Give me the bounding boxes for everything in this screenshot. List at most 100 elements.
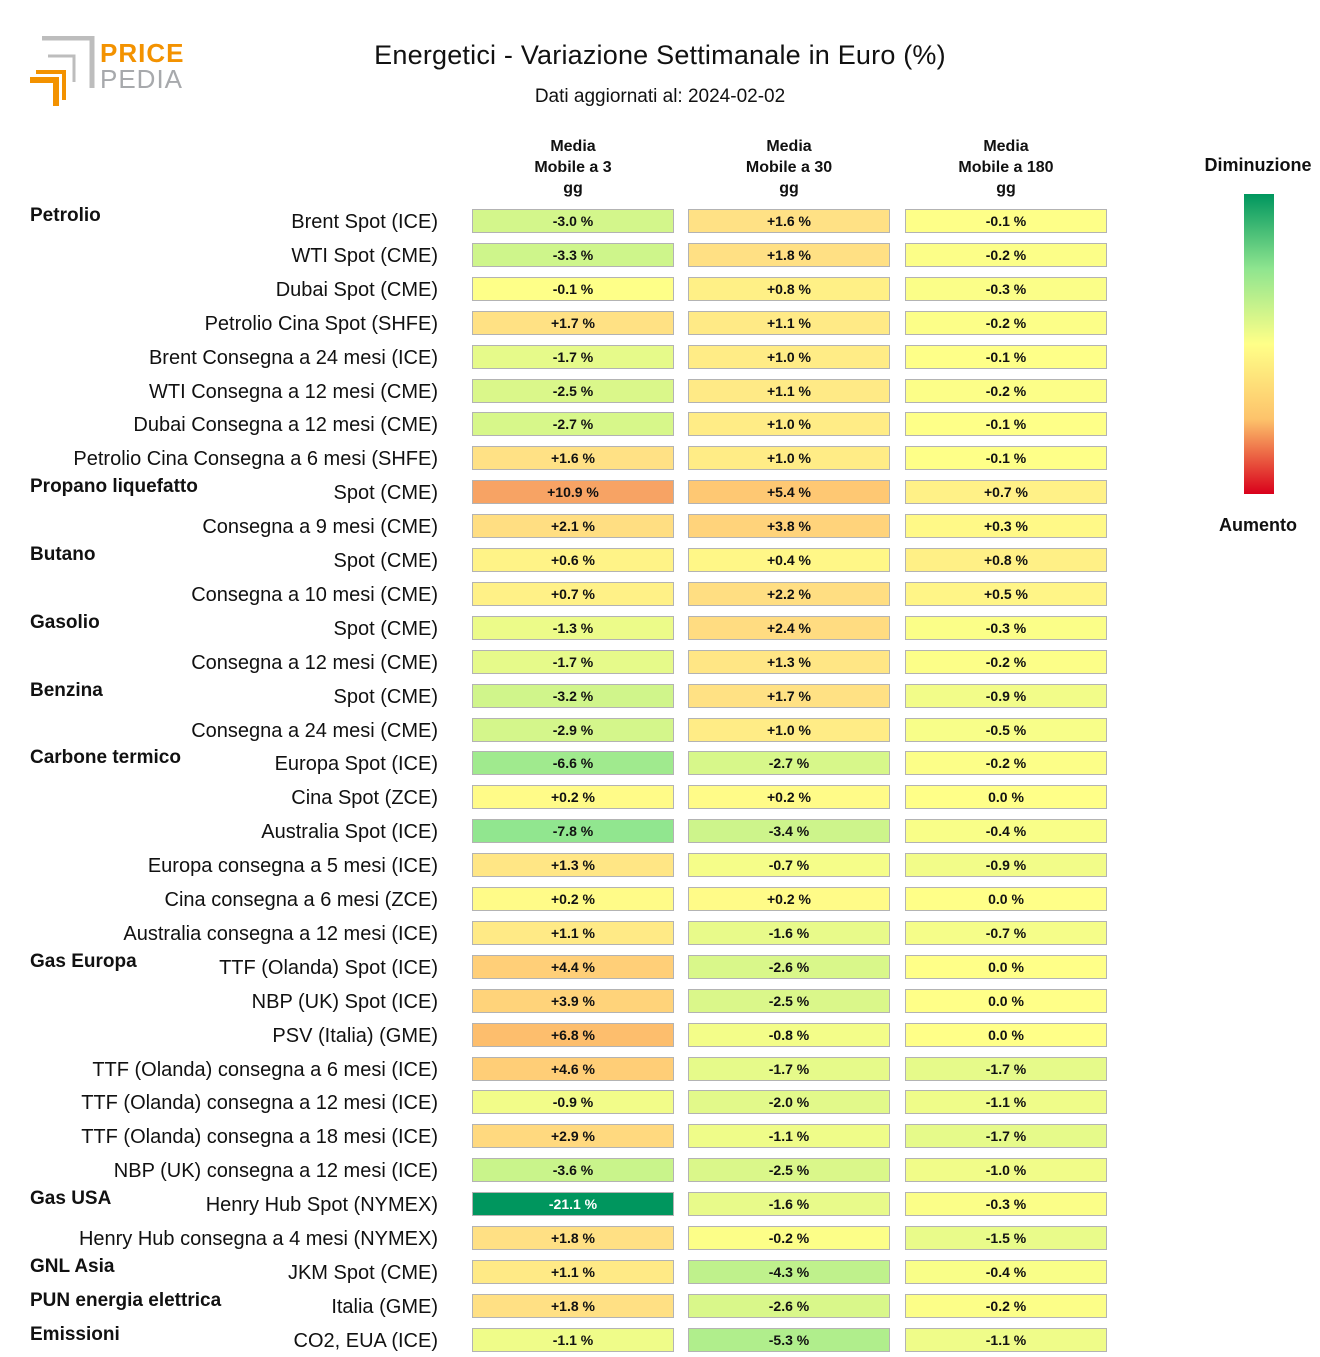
value-cell: -0.1 % <box>905 209 1107 233</box>
category-label: PUN energia elettrica <box>30 1289 222 1311</box>
value-cell: -0.3 % <box>905 276 1107 301</box>
column-header-line: Media <box>550 138 596 155</box>
value-cell: -4.3 % <box>688 1259 890 1284</box>
column-header-line: gg <box>779 180 799 197</box>
row-label: NBP (UK) Spot (ICE) <box>251 990 438 1013</box>
value-cell: +1.6 % <box>472 446 674 471</box>
value-cell: -1.7 % <box>905 1124 1107 1149</box>
row-label: Europa Spot (ICE) <box>274 753 438 776</box>
row-label: Italia (GME) <box>331 1295 438 1318</box>
value-cell: +0.7 % <box>472 581 674 606</box>
row-label: Australia consegna a 12 mesi (ICE) <box>123 922 438 945</box>
category-label: Gasolio <box>30 611 100 633</box>
column-header-180gg: Media Mobile a 180 gg <box>905 136 1107 199</box>
row-label: Consegna a 9 mesi (CME) <box>202 516 438 539</box>
value-cell: -0.4 % <box>905 1259 1107 1284</box>
value-cell: +0.5 % <box>905 581 1107 606</box>
value-cell: -1.1 % <box>905 1090 1107 1115</box>
category-label: Propano liquefatto <box>30 476 198 498</box>
row-label: JKM Spot (CME) <box>287 1261 438 1284</box>
value-cell: -6.6 % <box>472 751 674 776</box>
row-label: Spot (CME) <box>333 685 438 708</box>
value-cell: -0.1 % <box>905 344 1107 369</box>
category-label: Emissioni <box>30 1323 120 1345</box>
chart-subtitle: Dati aggiornati al: 2024-02-02 <box>534 86 786 107</box>
category-label: Carbone termico <box>30 747 181 769</box>
value-cell: +1.7 % <box>688 683 890 708</box>
value-cell: +2.9 % <box>472 1124 674 1149</box>
value-cell: +0.7 % <box>905 480 1107 505</box>
value-cell: +2.2 % <box>688 581 890 606</box>
column-header-line: Mobile a 3 <box>534 159 612 176</box>
value-cell: 0.0 % <box>905 785 1107 810</box>
value-cell: -3.0 % <box>472 209 674 233</box>
value-cell: -1.6 % <box>688 1192 890 1217</box>
value-cell: +0.2 % <box>688 785 890 810</box>
chart-title: Energetici - Variazione Settimanale in E… <box>374 40 946 70</box>
category-label: Butano <box>30 544 96 565</box>
value-cell: +3.8 % <box>688 514 890 539</box>
value-cell: -2.5 % <box>472 378 674 403</box>
value-cell: -0.1 % <box>905 412 1107 437</box>
value-cell: 0.0 % <box>905 954 1107 979</box>
row-label: Henry Hub consegna a 4 mesi (NYMEX) <box>78 1228 438 1250</box>
column-header-line: Mobile a 180 <box>958 159 1054 176</box>
value-cell: +2.1 % <box>472 514 674 539</box>
value-cell: -0.4 % <box>905 819 1107 844</box>
value-cell: +1.0 % <box>688 717 890 742</box>
pricepedia-logo-mark <box>30 35 95 106</box>
row-label: Spot (CME) <box>333 482 438 505</box>
value-cell: -1.6 % <box>688 920 890 945</box>
row-label: Cina Spot (ZCE) <box>291 787 438 810</box>
value-cell: -1.7 % <box>472 649 674 674</box>
logo-text-price: PRICE <box>100 38 185 68</box>
column-header-3gg: Media Mobile a 3 gg <box>472 136 674 199</box>
value-cell: +6.8 % <box>472 1022 674 1047</box>
value-cell: -0.2 % <box>688 1226 890 1250</box>
value-cell: +0.8 % <box>905 548 1107 572</box>
row-label: Spot (CME) <box>333 617 438 640</box>
legend-color-scale <box>1244 194 1274 494</box>
value-cell: -3.6 % <box>472 1158 674 1183</box>
value-cell: +3.9 % <box>472 988 674 1013</box>
value-cell: +1.8 % <box>472 1226 674 1250</box>
column-header-line: gg <box>996 180 1016 197</box>
value-cell: +1.1 % <box>472 920 674 945</box>
value-cell: -0.7 % <box>905 920 1107 945</box>
row-label: Cina consegna a 6 mesi (ZCE) <box>164 889 438 911</box>
value-cell: +1.0 % <box>688 344 890 369</box>
category-label: GNL Asia <box>30 1255 115 1277</box>
value-cell: +4.6 % <box>472 1056 674 1081</box>
column-header-line: Mobile a 30 <box>745 159 833 176</box>
value-cell: -0.2 % <box>905 378 1107 403</box>
value-cell: 0.0 % <box>905 887 1107 911</box>
row-label: TTF (Olanda) consegna a 12 mesi (ICE) <box>81 1092 438 1115</box>
row-label: TTF (Olanda) consegna a 18 mesi (ICE) <box>81 1126 438 1149</box>
value-cell: +5.4 % <box>688 480 890 505</box>
column-header-line: gg <box>563 180 583 197</box>
row-label: Australia Spot (ICE) <box>261 821 438 844</box>
value-cell: +2.4 % <box>688 615 890 640</box>
value-cell: -21.1 % <box>472 1192 674 1217</box>
value-cell: -2.0 % <box>688 1090 890 1115</box>
value-cell: -2.7 % <box>472 412 674 437</box>
value-cell: -0.7 % <box>688 853 890 878</box>
value-cell: +0.3 % <box>905 514 1107 539</box>
value-cell: -1.7 % <box>688 1056 890 1081</box>
row-label: Brent Consegna a 24 mesi (ICE) <box>148 346 438 369</box>
row-label: Dubai Consegna a 12 mesi (CME) <box>133 414 438 437</box>
pricepedia-logo: PRICE PEDIA <box>28 35 188 112</box>
row-label: Spot (CME) <box>333 550 438 572</box>
value-cell: -0.8 % <box>688 1022 890 1047</box>
value-cell: -1.5 % <box>905 1226 1107 1250</box>
value-cell: +1.8 % <box>472 1293 674 1318</box>
value-cell: -1.3 % <box>472 615 674 640</box>
value-cell: +1.1 % <box>688 378 890 403</box>
value-cell: +10.9 % <box>472 480 674 505</box>
row-label: Consegna a 24 mesi (CME) <box>191 719 438 742</box>
value-cell: -0.2 % <box>905 751 1107 776</box>
value-cell: -2.7 % <box>688 751 890 776</box>
value-cell: -0.1 % <box>905 446 1107 471</box>
value-cell: +1.8 % <box>688 242 890 267</box>
row-label: NBP (UK) consegna a 12 mesi (ICE) <box>113 1160 438 1183</box>
